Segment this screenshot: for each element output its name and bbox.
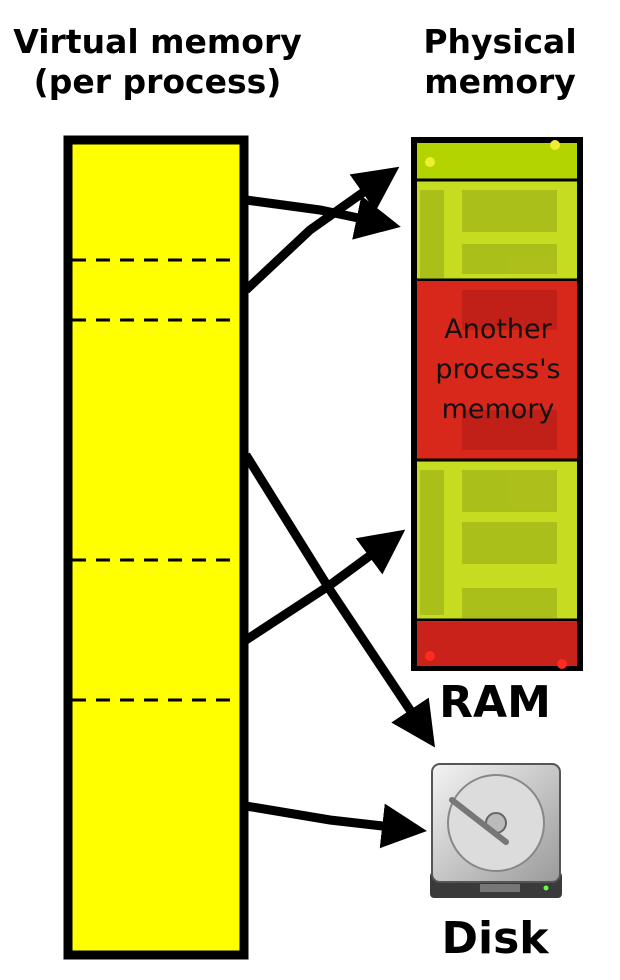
virtual-memory-block xyxy=(63,135,249,960)
physical-memory-title-line2: memory xyxy=(424,62,576,101)
virtual-memory-title-line2: (per process) xyxy=(33,62,282,101)
ram-notch xyxy=(550,140,560,150)
ram-chip xyxy=(420,190,444,278)
ram-chip xyxy=(462,290,557,330)
hard-disk-icon xyxy=(430,763,562,898)
ram-module xyxy=(411,137,583,671)
ram-chip xyxy=(420,470,444,615)
ram-segment-other-process xyxy=(417,282,577,459)
other-process-label-line2: process's xyxy=(435,354,561,385)
physical-memory-title: Physical memory xyxy=(400,22,600,102)
ram-chip xyxy=(462,244,557,274)
ram-chip xyxy=(462,522,557,564)
ram-notch xyxy=(425,651,435,661)
disk-connector xyxy=(480,884,520,892)
virtual-memory-title: Virtual memory (per process) xyxy=(0,22,315,102)
other-process-label-line1: Another xyxy=(444,314,552,345)
physical-memory-title-line1: Physical xyxy=(423,22,577,61)
other-process-label: Another process's memory xyxy=(418,310,578,430)
ram-chip xyxy=(462,190,557,232)
other-process-label-line3: memory xyxy=(441,394,555,425)
ram-notch xyxy=(425,157,435,167)
ram-label: RAM xyxy=(439,677,551,728)
mapping-arrow xyxy=(243,529,406,644)
mapping-arrow xyxy=(245,195,401,240)
ram-segment-free xyxy=(417,181,577,278)
mapping-arrow xyxy=(245,801,427,849)
ram-segment-free xyxy=(417,462,577,619)
mapping-arrow xyxy=(242,166,400,294)
ram-segment-other-process xyxy=(417,622,577,666)
mapping-arrow xyxy=(242,452,435,748)
virtual-memory-title-line1: Virtual memory xyxy=(13,22,302,61)
ram-segment-free xyxy=(417,143,577,178)
disk-label: Disk xyxy=(441,913,549,964)
ram-chip xyxy=(462,470,557,512)
ram-chip xyxy=(462,588,557,618)
disk-arm xyxy=(449,797,509,845)
ram-notch xyxy=(557,659,567,669)
ram-chip xyxy=(462,410,557,450)
disk-led xyxy=(543,885,549,891)
